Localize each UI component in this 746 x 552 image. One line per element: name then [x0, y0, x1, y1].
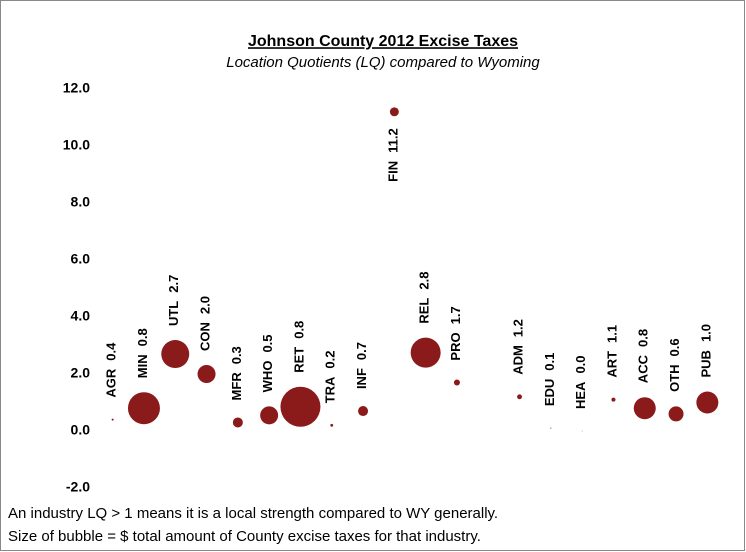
category-label: HEA: [574, 381, 589, 409]
data-label: MIN 0.8: [135, 328, 150, 378]
value-label: 2.8: [417, 272, 432, 290]
category-label: MFR: [229, 372, 244, 401]
category-label: OTH: [667, 364, 682, 391]
data-label: PUB 1.0: [699, 324, 714, 378]
y-tick-label: 12.0: [63, 80, 90, 96]
note: An industry LQ > 1 means it is a local s…: [8, 505, 498, 522]
bubble: [358, 406, 369, 417]
y-tick-label: 0.0: [71, 422, 91, 438]
chart-title: Johnson County 2012 Excise Taxes: [248, 33, 518, 50]
value-label: 0.6: [667, 338, 682, 356]
data-label: ART 1.1: [605, 325, 620, 378]
category-label: ADM: [511, 345, 526, 375]
category-label: WHO: [261, 361, 276, 393]
data-label: UTL 2.7: [167, 275, 182, 326]
category-label: CON: [198, 322, 213, 351]
category-label: RET: [292, 347, 307, 373]
data-label: AGR 0.4: [104, 342, 119, 398]
value-label: 0.4: [104, 342, 119, 361]
bubble: [581, 430, 583, 432]
value-label: 0.8: [636, 329, 651, 347]
data-label: RET 0.8: [292, 321, 307, 373]
data-label: INF 0.7: [354, 342, 369, 389]
value-label: 1.1: [605, 325, 620, 343]
bubble: [668, 406, 684, 422]
data-label: ADM 1.2: [511, 319, 526, 375]
value-label: 0.5: [261, 334, 276, 352]
bubble: [111, 418, 114, 421]
value-label: 1.2: [511, 319, 526, 337]
bubble: [197, 365, 216, 383]
value-label: 0.8: [135, 328, 150, 346]
data-label: OTH 0.6: [667, 338, 682, 392]
data-label: EDU 0.1: [542, 353, 557, 407]
bubble: [389, 107, 399, 117]
bubble: [161, 340, 190, 369]
value-label: 1.0: [699, 324, 714, 342]
bubble: [550, 427, 552, 429]
value-label: 0.2: [323, 351, 338, 369]
category-label: FIN: [386, 161, 401, 182]
bubble: [633, 397, 656, 420]
value-label: 1.7: [448, 306, 463, 324]
bubble: [611, 397, 616, 402]
value-label: 2.0: [198, 296, 213, 314]
data-label: TRA 0.2: [323, 351, 338, 404]
value-label: 0.0: [574, 355, 589, 373]
bubble: [410, 337, 441, 368]
category-label: PUB: [699, 350, 714, 377]
y-tick-label: 4.0: [71, 308, 91, 324]
bubble: [696, 391, 719, 414]
bubble: [127, 392, 160, 425]
bubble: [232, 417, 243, 428]
data-label: REL 2.8: [417, 272, 432, 324]
y-tick-label: 8.0: [71, 194, 91, 210]
data-label: MFR 0.3: [229, 346, 244, 400]
category-label: TRA: [323, 376, 338, 403]
bubble: [330, 423, 334, 427]
category-label: INF: [354, 368, 369, 389]
value-label: 11.2: [386, 128, 401, 153]
category-label: EDU: [542, 379, 557, 406]
data-label: FIN 11.2: [386, 128, 401, 182]
category-label: PRO: [448, 332, 463, 360]
value-label: 0.8: [292, 321, 307, 339]
y-tick-label: -2.0: [66, 479, 90, 495]
bubble: [517, 394, 522, 400]
category-label: REL: [417, 298, 432, 324]
category-label: ACC: [636, 354, 651, 383]
note: Size of bubble = $ total amount of Count…: [8, 528, 481, 545]
category-label: UTL: [167, 301, 182, 326]
data-label: PRO 1.7: [448, 306, 463, 360]
y-tick-label: 10.0: [63, 137, 90, 153]
data-label: ACC 0.8: [636, 329, 651, 383]
value-label: 2.7: [167, 275, 182, 293]
data-label: CON 2.0: [198, 296, 213, 351]
y-tick-label: 2.0: [71, 365, 91, 381]
category-label: MIN: [135, 354, 150, 378]
category-label: AGR: [104, 368, 119, 398]
bubble: [260, 406, 279, 425]
y-tick-label: 6.0: [71, 251, 91, 267]
data-label: WHO 0.5: [261, 334, 276, 392]
bubble: [453, 379, 460, 386]
category-label: ART: [605, 351, 620, 378]
bubble: [280, 386, 321, 427]
value-label: 0.7: [354, 342, 369, 360]
value-label: 0.1: [542, 353, 557, 371]
chart-subtitle: Location Quotients (LQ) compared to Wyom…: [226, 54, 540, 71]
value-label: 0.3: [229, 346, 244, 364]
data-label: HEA 0.0: [574, 355, 589, 409]
